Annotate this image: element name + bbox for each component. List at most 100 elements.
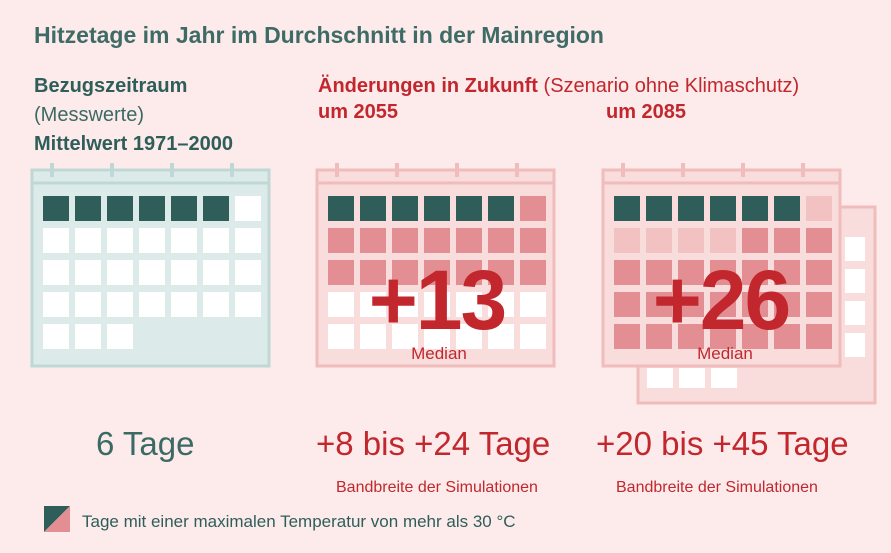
day-cell [392,196,418,221]
day-cell [43,292,69,317]
day-cell [235,292,261,317]
day-cell [456,292,482,317]
day-cell [647,368,673,388]
day-cell [328,324,354,349]
calendar-ring [455,163,459,177]
calendar-ring [681,163,685,177]
day-cell [75,196,101,221]
day-cell [328,260,354,285]
calendar-ring [621,163,625,177]
day-cell [488,196,514,221]
day-cell [742,260,768,285]
future-label: Änderungen in Zukunft (Szenario ohne Kli… [318,72,799,101]
range-caption-2085: Bandbreite der Simulationen [616,479,818,496]
range-2085: +20 bis +45 Tage [596,425,849,462]
day-cell [520,324,546,349]
day-cell [742,324,768,349]
day-cell [203,292,229,317]
day-cell [711,368,737,388]
day-cell [171,292,197,317]
day-cell [107,228,133,253]
day-cell [171,228,197,253]
day-cell [328,196,354,221]
reference-subheading: (Messwerte) [34,104,145,126]
day-cell [806,292,832,317]
calendar-ring [801,163,805,177]
day-cell [456,228,482,253]
day-cell [424,324,450,349]
range-2055: +8 bis +24 Tage [316,425,551,462]
day-cell [235,196,261,221]
day-cell [774,324,800,349]
day-cell [678,260,704,285]
day-cell [614,292,640,317]
day-cell [392,260,418,285]
day-cell [678,292,704,317]
day-cell [806,324,832,349]
calendar-ring [335,163,339,177]
day-cell [360,292,386,317]
reference-period: Mittelwert 1971–2000 [34,133,234,155]
calendar-2055-day-cells [328,196,546,349]
day-cell [424,260,450,285]
day-cell [710,324,736,349]
day-cell [678,228,704,253]
day-cell [845,333,865,357]
day-cell [139,196,165,221]
day-cell [710,292,736,317]
day-cell [328,228,354,253]
reference-value: 6 Tage [96,425,195,462]
day-cell [171,196,197,221]
day-cell [488,228,514,253]
day-cell [203,260,229,285]
day-cell [392,228,418,253]
day-cell [43,324,69,349]
day-cell [520,228,546,253]
median-2055: +13 [369,253,506,347]
day-cell [710,228,736,253]
day-cell [107,324,133,349]
day-cell [646,196,672,221]
calendar-ring [110,163,114,177]
day-cell [710,196,736,221]
day-cell [392,324,418,349]
calendar-ring [395,163,399,177]
day-cell [774,260,800,285]
day-cell [646,292,672,317]
day-cell [392,292,418,317]
day-cell [520,260,546,285]
day-cell [646,324,672,349]
page-title: Hitzetage im Jahr im Durchschnitt in der… [34,22,604,48]
median-caption-2055: Median [411,344,467,363]
day-cell [456,196,482,221]
day-cell [43,196,69,221]
day-cell [742,292,768,317]
day-cell [75,228,101,253]
day-cell [646,228,672,253]
day-cell [107,196,133,221]
day-cell [235,260,261,285]
calendar-2085-day-cells [614,196,832,349]
calendar-ring [515,163,519,177]
day-cell [360,196,386,221]
future-scenario: (Szenario ohne Klimaschutz) [543,75,800,97]
legend-text: Tage mit einer maximalen Temperatur von … [82,512,516,531]
day-cell [774,196,800,221]
reference-day-cells [43,196,261,349]
calendar-ring [741,163,745,177]
day-cell [424,292,450,317]
day-cell [806,196,832,221]
day-cell [107,292,133,317]
day-cell [75,292,101,317]
day-cell [488,292,514,317]
day-cell [75,260,101,285]
day-cell [679,368,705,388]
reference-calendar [30,163,271,368]
day-cell [678,196,704,221]
day-cell [75,324,101,349]
day-cell [203,228,229,253]
day-cell [328,292,354,317]
day-cell [806,228,832,253]
